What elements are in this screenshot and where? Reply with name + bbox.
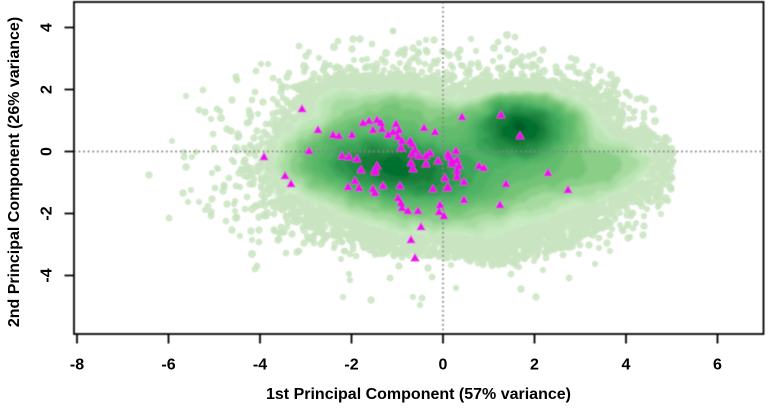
- svg-text:2nd Principal Component (26% v: 2nd Principal Component (26% variance): [6, 17, 23, 327]
- svg-text:-4: -4: [39, 268, 56, 282]
- svg-text:2: 2: [39, 85, 56, 94]
- svg-text:1st Principal Component (57% v: 1st Principal Component (57% variance): [266, 386, 571, 403]
- svg-text:-6: -6: [161, 357, 175, 374]
- svg-text:4: 4: [39, 23, 56, 32]
- svg-text:-4: -4: [253, 357, 267, 374]
- svg-text:-8: -8: [70, 357, 84, 374]
- svg-text:0: 0: [39, 147, 56, 156]
- svg-text:2: 2: [530, 357, 539, 374]
- svg-text:-2: -2: [39, 206, 56, 220]
- svg-text:0: 0: [439, 357, 448, 374]
- svg-text:6: 6: [713, 357, 722, 374]
- svg-text:-2: -2: [344, 357, 358, 374]
- svg-text:4: 4: [622, 357, 631, 374]
